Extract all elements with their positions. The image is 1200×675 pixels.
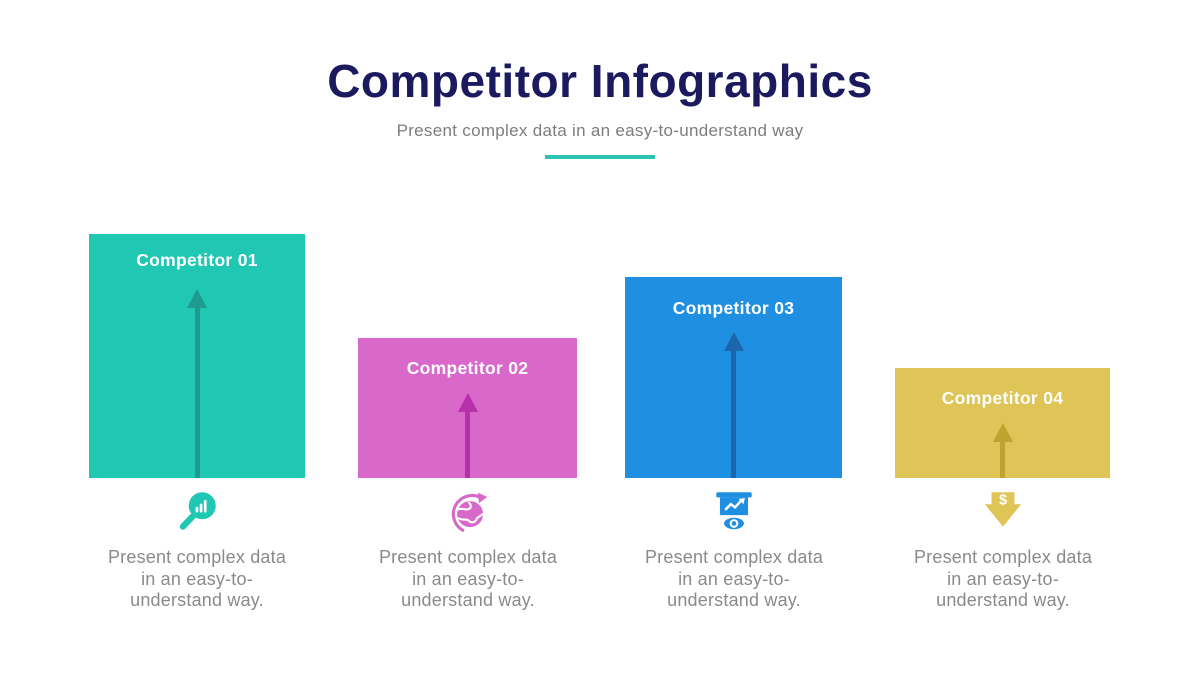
arrow-head <box>723 332 744 351</box>
up-arrow-icon <box>457 393 478 478</box>
competitor-2-footer: Present complex data in an easy-to- unde… <box>348 487 588 612</box>
competitor-bar-3: Competitor 03 <box>625 277 842 478</box>
title-divider <box>545 155 655 159</box>
dollar-down-arrow-icon: $ <box>984 492 1022 527</box>
up-arrow-icon <box>187 289 207 478</box>
competitor-bar-4: Competitor 04 <box>895 368 1110 478</box>
globe-circular-arrow-icon <box>451 492 488 532</box>
arrow-shaft <box>194 308 200 478</box>
competitor-1-footer: Present complex data in an easy-to- unde… <box>77 487 317 612</box>
competitor-4-footer: $ Present complex data in an easy-to- un… <box>883 487 1123 612</box>
page-subtitle: Present complex data in an easy-to-under… <box>396 121 804 140</box>
competitor-1-description: Present complex data in an easy-to- unde… <box>107 547 287 610</box>
page-title: Competitor Infographics <box>327 55 873 107</box>
up-arrow-icon <box>992 423 1013 478</box>
competitor-3-description: Present complex data in an easy-to- unde… <box>644 547 824 610</box>
competitor-1-label: Competitor 01 <box>136 250 258 270</box>
arrow-shaft <box>465 412 470 478</box>
svg-text:$: $ <box>999 493 1007 509</box>
presentation-trend-eye-icon <box>716 492 752 532</box>
arrow-head <box>992 423 1013 442</box>
arrow-shaft <box>731 351 736 478</box>
competitor-3-footer: Present complex data in an easy-to- unde… <box>614 487 854 612</box>
competitor-2-label: Competitor 02 <box>406 358 529 378</box>
up-arrow-icon <box>723 332 744 478</box>
competitor-bar-2: Competitor 02 <box>358 338 577 478</box>
competitor-4-label: Competitor 04 <box>941 388 1064 408</box>
competitor-4-description: Present complex data in an easy-to- unde… <box>913 547 1093 610</box>
magnifier-bar-chart-icon <box>179 492 216 530</box>
arrow-shaft <box>1000 442 1005 478</box>
arrow-head <box>187 289 207 308</box>
competitor-2-description: Present complex data in an easy-to- unde… <box>378 547 558 610</box>
arrow-head <box>457 393 478 412</box>
competitor-3-label: Competitor 03 <box>672 298 795 318</box>
competitor-bar-1: Competitor 01 <box>89 234 305 478</box>
